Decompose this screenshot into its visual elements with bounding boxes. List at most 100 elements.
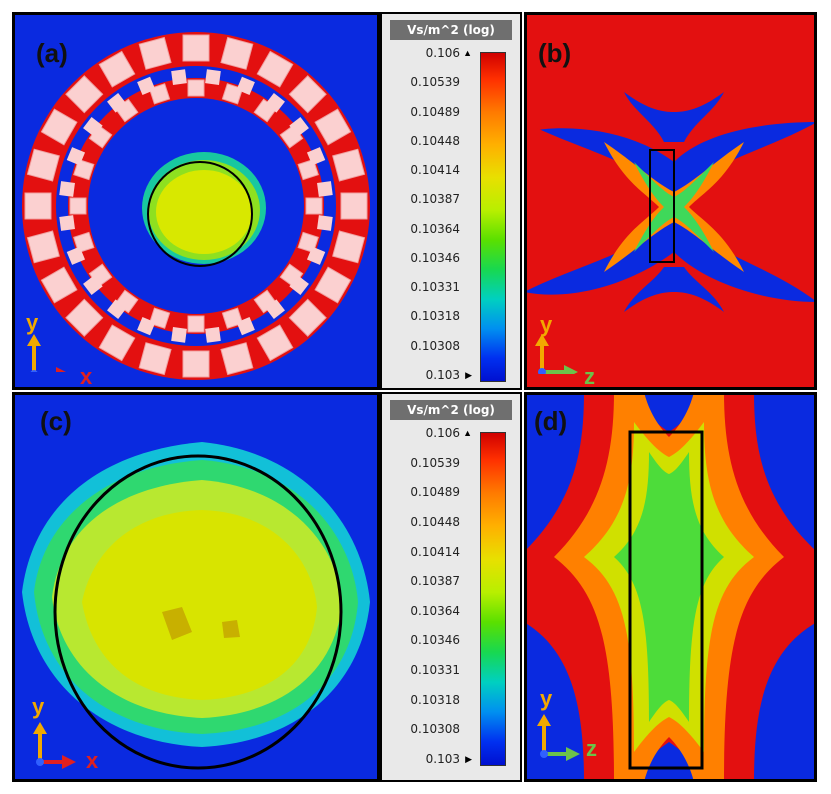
colorbar-tick-label: 0.10318 [410, 309, 460, 324]
magnet-square [59, 181, 75, 197]
magnet-square [83, 117, 103, 137]
colorbar-bottom: Vs/m^2 (log) 0.106 0.10539 0.10489 0.10448 0… [380, 392, 522, 782]
magnet-square [332, 230, 366, 264]
magnet-square [187, 79, 205, 97]
magnet-square [40, 266, 78, 304]
panel-a: (a) y x [12, 12, 380, 390]
axis-triad-d [537, 714, 580, 761]
colorbar-tick-label: 0.10489 [410, 485, 460, 500]
panel-a-label: (a) [36, 38, 68, 68]
magnet-square [314, 108, 352, 146]
colorbar-top-title: Vs/m^2 (log) [390, 20, 512, 40]
magnet-square [265, 93, 285, 113]
colorbar-tick-label: 0.10318 [410, 692, 460, 707]
magnet-square [69, 197, 87, 215]
magnet-square [306, 246, 326, 265]
magnet-square [317, 181, 333, 197]
colorbar-tick-label: 0.10539 [410, 75, 460, 90]
magnet-square [65, 75, 104, 114]
magnet-square [332, 148, 366, 182]
magnet-square [24, 192, 52, 220]
colorbar-tick-label: 0.106 [425, 46, 460, 60]
axis-x-label-c: x [86, 748, 99, 773]
magnet-square [182, 350, 210, 378]
magnet-square [98, 50, 136, 88]
colorbar-tick-label: 0.10414 [410, 163, 460, 178]
mid-magnet-squares [59, 69, 333, 343]
colorbar-tick-label: 0.10489 [410, 104, 460, 119]
magnet-square [171, 69, 187, 85]
magnet-square [236, 316, 255, 336]
axis-z-label-b: z [584, 364, 595, 389]
magnet-square [289, 275, 309, 295]
magnet-square [98, 324, 136, 362]
colorbar-tick-label: 0.10387 [410, 574, 460, 589]
colorbar-tick-label: 0.10448 [410, 514, 460, 529]
magnet-square [171, 327, 187, 343]
panel-a-field-plot [12, 12, 380, 390]
magnet-square [59, 215, 75, 231]
axis-triad-c [33, 722, 76, 769]
magnet-square [83, 275, 103, 295]
magnet-square [305, 197, 323, 215]
colorbar-tick-label: 0.103 [425, 368, 460, 382]
colorbar-bottom-gradient [480, 432, 506, 766]
magnet-square [288, 298, 327, 337]
panel-c: (c) y x [12, 392, 380, 782]
axis-y-label-a: y [26, 310, 39, 335]
magnet-square [107, 299, 127, 319]
panel-b-label: (b) [538, 38, 572, 68]
colorbar-tick-label: 0.10448 [410, 133, 460, 148]
magnet-square [182, 34, 210, 62]
magnet-square [138, 36, 172, 70]
colorbar-max-marker: ▲ [463, 48, 472, 58]
panel-b: (b) y z [524, 12, 817, 390]
magnet-square [220, 342, 254, 376]
magnet-square [40, 108, 78, 146]
magnet-square [137, 316, 156, 336]
colorbar-top-gradient [480, 52, 506, 382]
colorbar-min-marker: ▶ [465, 754, 472, 764]
colorbar-tick-label: 0.10364 [410, 603, 460, 618]
colorbar-tick-label: 0.106 [425, 426, 460, 440]
magnet-square [256, 50, 294, 88]
axis-z-label-d: z [586, 736, 597, 761]
magnet-square [66, 147, 86, 166]
axis-triad-b [535, 334, 578, 374]
panel-d: (d) y z [524, 392, 817, 782]
magnet-square [289, 117, 309, 137]
axis-triad-a [27, 334, 66, 372]
colorbar-tick-label: 0.10308 [410, 338, 460, 353]
axis-x-label-a: x [80, 364, 93, 389]
colorbar-top: Vs/m^2 (log) 0.106 0.10539 0.10489 0.10448 0… [380, 12, 522, 390]
colorbar-tick-label: 0.10539 [410, 455, 460, 470]
colorbar-tick-label: 0.10308 [410, 722, 460, 737]
magnet-square [66, 246, 86, 265]
colorbar-tick-label: 0.103 [425, 752, 460, 766]
panel-b-field-plot [524, 12, 817, 390]
axis-y-label-d: y [540, 686, 553, 711]
magnet-square [26, 148, 60, 182]
magnet-square [340, 192, 368, 220]
colorbar-tick-label: 0.10414 [410, 544, 460, 559]
magnet-square [265, 299, 285, 319]
colorbar-max-marker: ▲ [463, 428, 472, 438]
magnet-square [306, 147, 326, 166]
axis-y-label-b: y [540, 312, 553, 337]
colorbar-tick-label: 0.10331 [410, 280, 460, 295]
colorbar-tick-label: 0.10364 [410, 221, 460, 236]
panel-d-field-plot [524, 392, 817, 782]
magnet-square [138, 342, 172, 376]
magnet-square [317, 215, 333, 231]
colorbar-tick-label: 0.10346 [410, 633, 460, 648]
colorbar-tick-label: 0.10346 [410, 250, 460, 265]
colorbar-tick-label: 0.10331 [410, 663, 460, 678]
colorbar-bottom-title: Vs/m^2 (log) [390, 400, 512, 420]
magnet-square [107, 93, 127, 113]
outer-magnet-squares [24, 34, 368, 378]
panel-d-label: (d) [534, 406, 568, 436]
magnet-square [288, 75, 327, 114]
magnet-square [256, 324, 294, 362]
magnet-square [26, 230, 60, 264]
magnet-square [205, 69, 221, 85]
